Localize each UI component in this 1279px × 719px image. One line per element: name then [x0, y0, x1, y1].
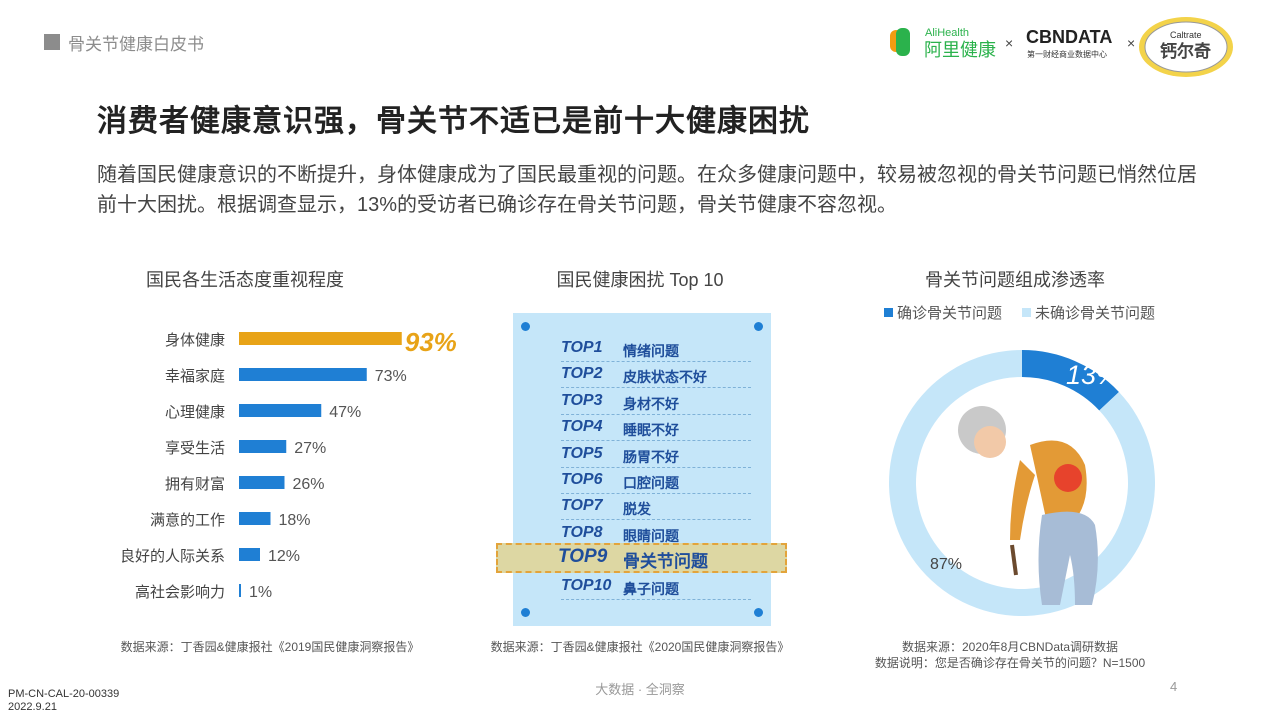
- top10-row: TOP6 口腔问题: [561, 469, 751, 494]
- legend-swatch: [884, 308, 893, 317]
- alihealth-cn-text: 阿里健康: [924, 40, 996, 60]
- top10-row: TOP7 脱发: [561, 495, 751, 521]
- rank-item: 鼻子问题: [623, 580, 679, 597]
- rank-number: TOP8: [561, 523, 603, 541]
- rank-number: TOP10: [561, 576, 612, 594]
- bar-category-label: 良好的人际关系: [120, 548, 225, 565]
- alihealth-en-text: AliHealth: [925, 27, 969, 39]
- bar-value-label: 93%: [405, 327, 457, 357]
- rank-number: TOP4: [561, 418, 603, 436]
- cbndata-sub-text: 第一财经商业数据中心: [1027, 49, 1107, 59]
- caltrate-logo-icon: [1139, 17, 1233, 77]
- rank-number: TOP7: [561, 497, 603, 515]
- top9-item: 骨关节问题: [623, 552, 708, 571]
- bar-7: [239, 548, 260, 561]
- caltrate-cn-text: 钙尔奇: [1160, 41, 1211, 61]
- bar-category-label: 身体健康: [165, 332, 225, 349]
- doc-code: PM-CN-CAL-20-00339: [8, 688, 120, 700]
- rank-item: 眼睛问题: [623, 527, 679, 544]
- caltrate-en-text: Caltrate: [1170, 30, 1202, 40]
- bar-5: [239, 476, 285, 489]
- corner-dot-icon: [521, 322, 530, 331]
- top10-row: TOP1 情绪问题: [561, 337, 751, 362]
- bar-8: [239, 584, 241, 597]
- bar-value-label: 27%: [294, 440, 326, 457]
- page-number: 4: [1170, 679, 1178, 694]
- top10-row: TOP10 鼻子问题: [561, 575, 751, 600]
- top9-rank: TOP9: [558, 546, 608, 567]
- bar-value-label: 47%: [329, 404, 361, 421]
- rank-item: 脱发: [623, 501, 651, 518]
- bar-1: [239, 332, 402, 345]
- donut-value-label: 13%: [1066, 360, 1120, 390]
- top10-source: 数据来源：丁香园&健康报社《2020国民健康洞察报告》: [490, 640, 790, 654]
- bar-value-label: 26%: [293, 476, 325, 493]
- bar-value-label: 73%: [375, 368, 407, 385]
- bar-value-label: 18%: [279, 512, 311, 529]
- header-square-icon: [44, 34, 60, 50]
- rank-item: 口腔问题: [623, 475, 679, 491]
- bar-category-label: 拥有财富: [165, 475, 225, 493]
- bar-category-label: 满意的工作: [150, 511, 225, 529]
- rank-number: TOP1: [561, 339, 603, 356]
- attitude-bar-chart: 身体健康 93% 幸福家庭 73% 心理健康 47% 享受生活 27% 拥有财富 26% 满意的工作…: [120, 327, 457, 601]
- top10-panel: TOP1 情绪问题 TOP2 皮肤状态不好 TOP3 身材不好 TOP4 睡眠不好 TOP5 肠胃…: [513, 313, 771, 626]
- partner-logos: AliHealth 阿里健康 × CBNDATA 第一财经商业数据中心 × Ca…: [890, 17, 1233, 77]
- top9-highlight-label: TOP9 骨关节问题: [558, 545, 798, 571]
- rank-number: TOP3: [561, 391, 603, 409]
- rank-number: TOP2: [561, 365, 603, 383]
- rank-item: 肠胃不好: [623, 448, 679, 465]
- alihealth-logo-icon: [890, 28, 910, 56]
- donut-slice-1: [1022, 350, 1119, 411]
- doc-date: 2022.9.21: [8, 701, 57, 713]
- bar-chart-title: 国民各生活态度重视程度: [146, 270, 344, 290]
- bar-chart-source: 数据来源：丁香园&健康报社《2019国民健康洞察报告》: [120, 640, 420, 654]
- bar-value-label: 1%: [249, 584, 272, 601]
- legend-label: 确诊骨关节问题: [897, 305, 1002, 322]
- bar-category-label: 高社会影响力: [135, 584, 225, 601]
- bar-category-label: 心理健康: [165, 404, 225, 421]
- top10-title: 国民健康困扰 Top 10: [556, 270, 724, 290]
- times-sign-1: ×: [1005, 35, 1013, 51]
- rank-number: TOP5: [561, 444, 603, 462]
- top10-row: TOP5 肠胃不好: [561, 443, 751, 468]
- top10-row: TOP2 皮肤状态不好: [561, 363, 751, 389]
- top9-highlight-box: [496, 543, 787, 573]
- elderly-person-illustration: [958, 406, 1098, 605]
- times-sign-2: ×: [1127, 35, 1135, 51]
- top10-row: TOP3 身材不好: [561, 390, 751, 415]
- bar-3: [239, 404, 322, 417]
- bar-category-label: 享受生活: [165, 440, 225, 457]
- corner-dot-icon: [521, 608, 530, 617]
- donut-chart-title: 骨关节问题组成渗透率: [925, 270, 1105, 290]
- bar-6: [239, 512, 271, 525]
- rank-item: 皮肤状态不好: [623, 369, 707, 386]
- intro-paragraph: 随着国民健康意识的不断提升，身体健康成为了国民最重视的问题。在众多健康问题中，较…: [97, 164, 1197, 216]
- rank-item: 身材不好: [623, 395, 679, 412]
- corner-dot-icon: [754, 322, 763, 331]
- top10-row: TOP4 睡眠不好: [561, 416, 751, 442]
- rank-number: TOP6: [561, 471, 603, 488]
- donut-source-line: 数据来源：2020年8月CBNData调研数据: [901, 640, 1119, 654]
- legend-label: 未确诊骨关节问题: [1035, 305, 1155, 322]
- header-label: 骨关节健康白皮书: [68, 35, 204, 54]
- rank-item: 睡眠不好: [623, 422, 679, 439]
- page-title: 消费者健康意识强，骨关节不适已是前十大健康困扰: [97, 105, 810, 138]
- bar-4: [239, 440, 287, 453]
- penetration-donut-chart: 确诊骨关节问题 未确诊骨关节问题 13% 87%: [884, 305, 1155, 616]
- corner-dot-icon: [754, 608, 763, 617]
- legend-swatch: [1022, 308, 1031, 317]
- rank-item: 情绪问题: [623, 343, 679, 359]
- footer-slogan: 大数据 · 全洞察: [595, 682, 685, 697]
- footer-code: PM-CN-CAL-20-00339 2022.9.21: [8, 688, 119, 714]
- cbndata-text: CBNDATA: [1026, 27, 1112, 47]
- bar-value-label: 12%: [268, 548, 300, 565]
- donut-chart-source: 数据来源：2020年8月CBNData调研数据 数据说明：您是否确诊存在骨关节的…: [840, 639, 1180, 671]
- donut-note-line: 数据说明：您是否确诊存在骨关节的问题？N=1500: [874, 656, 1146, 670]
- bar-2: [239, 368, 367, 381]
- donut-value-label: 87%: [930, 556, 962, 573]
- bar-category-label: 幸福家庭: [165, 368, 225, 385]
